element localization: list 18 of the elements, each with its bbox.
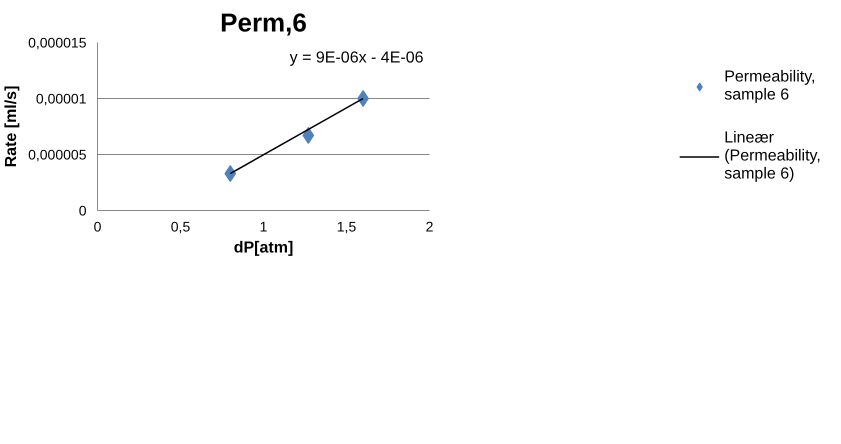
x-tick-label: 2 bbox=[426, 218, 434, 234]
x-tick-label: 1,5 bbox=[336, 218, 356, 234]
y-tick-label: 0,000015 bbox=[28, 34, 87, 50]
x-tick-label: 1 bbox=[260, 218, 268, 234]
chart-title: Perm,6 bbox=[220, 8, 307, 38]
y-tick-label: 0 bbox=[78, 202, 87, 218]
annotation: y = 9E-06x - 4E-06 bbox=[290, 50, 424, 66]
y-tick-label: 0,000005 bbox=[28, 146, 87, 162]
legend-label: Lineær (Permeability, sample 6) bbox=[724, 130, 821, 184]
point bbox=[224, 165, 236, 182]
y-tick-label: 0,00001 bbox=[36, 90, 87, 106]
x-tick-label: 0,5 bbox=[170, 218, 190, 234]
legend-label: Permeability, sample 6 bbox=[724, 68, 816, 104]
y-axis-title: Rate [ml/s] bbox=[3, 86, 20, 168]
point bbox=[357, 90, 369, 107]
point bbox=[302, 126, 314, 144]
x-tick-label: 0 bbox=[94, 218, 102, 234]
x-axis-title: dP[atm] bbox=[234, 240, 294, 256]
